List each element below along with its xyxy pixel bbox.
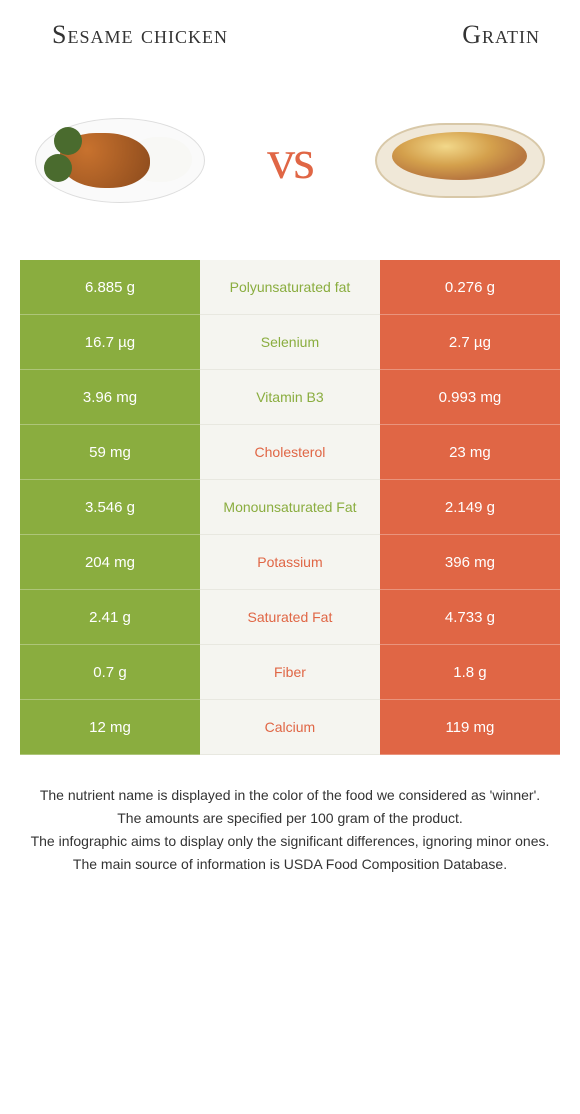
footer-line-4: The main source of information is USDA F…	[30, 854, 550, 875]
right-value-cell: 2.7 µg	[380, 315, 560, 370]
right-value-cell: 23 mg	[380, 425, 560, 480]
left-value-cell: 3.546 g	[20, 480, 200, 535]
nutrient-label-cell: Polyunsaturated fat	[200, 260, 380, 315]
table-row: 204 mgPotassium396 mg	[20, 535, 560, 590]
right-value-cell: 119 mg	[380, 700, 560, 755]
left-value-cell: 59 mg	[20, 425, 200, 480]
table-row: 2.41 gSaturated Fat4.733 g	[20, 590, 560, 645]
nutrient-label-cell: Monounsaturated Fat	[200, 480, 380, 535]
left-value-cell: 12 mg	[20, 700, 200, 755]
left-value-cell: 16.7 µg	[20, 315, 200, 370]
left-value-cell: 0.7 g	[20, 645, 200, 700]
infographic-container: Sesame chicken Gratin vs 6.885 gPolyunsa…	[0, 0, 580, 897]
table-row: 0.7 gFiber1.8 g	[20, 645, 560, 700]
left-value-cell: 6.885 g	[20, 260, 200, 315]
left-value-cell: 2.41 g	[20, 590, 200, 645]
right-value-cell: 4.733 g	[380, 590, 560, 645]
right-value-cell: 396 mg	[380, 535, 560, 590]
table-row: 16.7 µgSelenium2.7 µg	[20, 315, 560, 370]
table-row: 59 mgCholesterol23 mg	[20, 425, 560, 480]
nutrient-label-cell: Saturated Fat	[200, 590, 380, 645]
nutrient-label-cell: Fiber	[200, 645, 380, 700]
table-row: 6.885 gPolyunsaturated fat0.276 g	[20, 260, 560, 315]
left-value-cell: 3.96 mg	[20, 370, 200, 425]
right-food-title: Gratin	[340, 20, 540, 50]
nutrient-label-cell: Calcium	[200, 700, 380, 755]
nutrient-label-cell: Cholesterol	[200, 425, 380, 480]
nutrient-label-cell: Vitamin B3	[200, 370, 380, 425]
table-row: 3.96 mgVitamin B30.993 mg	[20, 370, 560, 425]
left-value-cell: 204 mg	[20, 535, 200, 590]
footer-line-3: The infographic aims to display only the…	[30, 831, 550, 852]
right-value-cell: 1.8 g	[380, 645, 560, 700]
footer-notes: The nutrient name is displayed in the co…	[20, 785, 560, 875]
left-food-title: Sesame chicken	[40, 20, 240, 50]
nutrient-label-cell: Potassium	[200, 535, 380, 590]
nutrient-label-cell: Selenium	[200, 315, 380, 370]
right-value-cell: 0.993 mg	[380, 370, 560, 425]
vs-label: vs	[267, 128, 313, 192]
images-row: vs	[20, 100, 560, 220]
comparison-table: 6.885 gPolyunsaturated fat0.276 g16.7 µg…	[20, 260, 560, 755]
right-food-image	[370, 100, 550, 220]
sesame-chicken-plate-icon	[35, 118, 205, 203]
footer-line-2: The amounts are specified per 100 gram o…	[30, 808, 550, 829]
gratin-dish-icon	[375, 123, 545, 198]
header-row: Sesame chicken Gratin	[20, 20, 560, 50]
table-row: 12 mgCalcium119 mg	[20, 700, 560, 755]
table-row: 3.546 gMonounsaturated Fat2.149 g	[20, 480, 560, 535]
right-value-cell: 0.276 g	[380, 260, 560, 315]
left-food-image	[30, 100, 210, 220]
right-value-cell: 2.149 g	[380, 480, 560, 535]
footer-line-1: The nutrient name is displayed in the co…	[30, 785, 550, 806]
